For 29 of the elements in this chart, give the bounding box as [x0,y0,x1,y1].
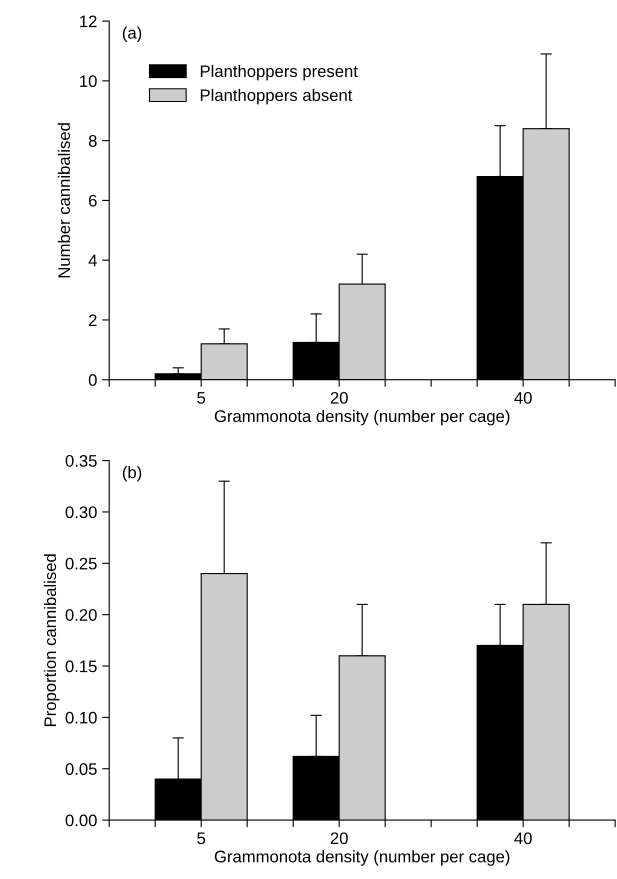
y-tick-label: 0.10 [66,712,97,724]
x-tick-label: 40 [514,832,532,844]
y-tick-label: 0.30 [66,506,97,518]
y-tick-label: 0 [88,374,97,386]
legend-label: Planthoppers present [200,64,358,80]
y-tick-label: 0.20 [66,609,97,621]
annotation: (b) [122,466,142,482]
y-tick-label: 6 [88,194,97,207]
y-tick-label: 10 [80,75,97,88]
y-tick-label: 0.05 [66,763,97,775]
x-axis-title: Grammonota density (number per cage) [214,410,510,426]
x-tick-label: 5 [197,832,206,844]
annotation: (a) [122,26,142,42]
y-tick-label: 0.25 [66,558,97,570]
x-tick-label: 5 [197,392,206,404]
y-tick-label: 8 [88,135,97,147]
y-tick-label: 0.00 [66,814,97,826]
y-axis-title: Proportion cannibalised [44,554,60,726]
y-tick-label: 12 [80,15,97,28]
x-tick-label: 40 [514,392,532,404]
y-tick-label: 0.35 [66,454,97,467]
x-axis-title: Grammonota density (number per cage) [214,850,510,866]
y-tick-label: 4 [88,254,97,266]
y-axis-title: Number cannibalised [58,123,70,278]
y-tick-label: 0.15 [66,660,97,672]
legend-label: Planthoppers absent [200,88,352,104]
x-tick-label: 20 [330,392,348,404]
y-tick-label: 2 [88,314,97,326]
x-tick-label: 20 [330,832,348,844]
